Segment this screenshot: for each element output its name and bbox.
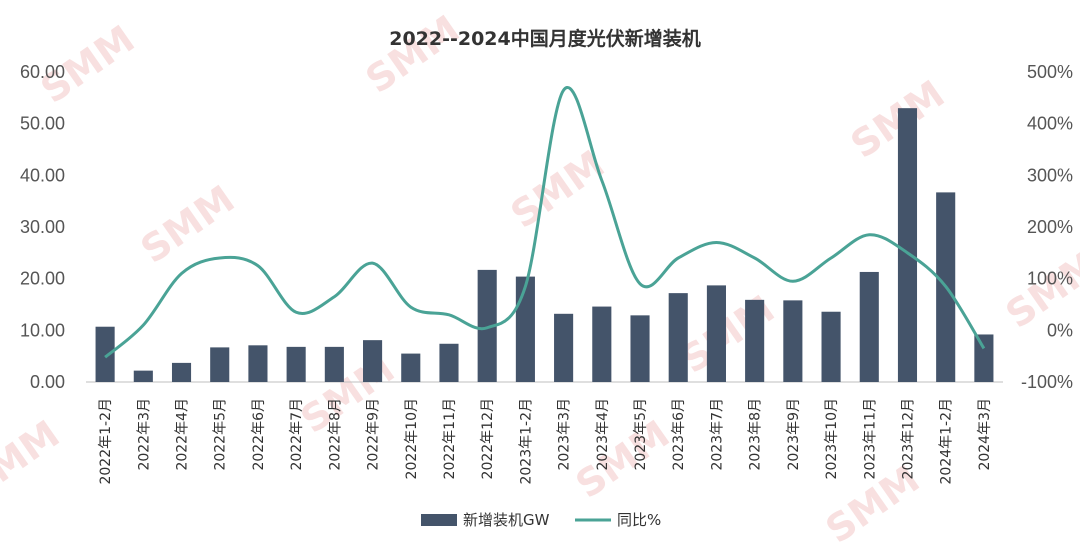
bar [630,315,650,382]
bar [401,353,421,382]
bar [554,313,574,382]
x-tick-label: 2022年5月 [213,398,229,471]
bar [324,346,344,382]
bar [363,340,383,382]
x-axis: 2022年1-2月 2022年3月 2022年4月 2022年5月 2022年6月 202… [98,398,993,485]
bar [210,347,230,382]
x-tick-label: 2022年11月 [442,398,458,479]
bar [974,334,994,382]
bar [477,269,497,382]
left-tick-label: 10.00 [20,320,65,340]
left-tick-label: 30.00 [20,217,65,237]
x-tick-label: 2023年1-2月 [518,398,534,485]
right-tick-label: 200% [1027,217,1073,237]
chart-title: 2022--2024中国月度光伏新增装机 [389,27,701,50]
right-tick-label: -100% [1021,372,1073,392]
bar [171,362,192,382]
watermark-text: SMM [843,72,953,167]
right-tick-label: 500% [1027,62,1073,82]
x-tick-label: 2023年9月 [786,398,802,471]
watermark-text: SMM [568,412,678,507]
watermark-text: SMM [503,142,613,237]
right-tick-label: 300% [1027,165,1073,185]
x-tick-label: 2023年10月 [824,398,840,479]
bar [745,299,765,382]
x-tick-label: 2022年3月 [136,398,152,471]
legend-line-label: 同比% [617,511,661,529]
watermark-text: SMM [293,347,403,442]
right-tick-label: 100% [1027,269,1073,289]
bar [592,306,612,382]
x-tick-label: 2022年4月 [175,398,191,471]
bar [821,311,841,382]
x-tick-label: 2023年5月 [633,398,649,471]
bar [286,346,306,382]
x-tick-label: 2022年12月 [480,398,496,479]
watermark-text: SMM [0,412,67,507]
right-tick-label: 400% [1027,114,1073,134]
x-tick-label: 2023年8月 [748,398,764,471]
bar [95,326,115,382]
x-tick-label: 2022年10月 [404,398,420,479]
x-tick-label: 2022年9月 [366,398,382,471]
x-tick-label: 2022年7月 [289,398,305,471]
right-axis: -100% 0% 100% 200% 300% 400% 500% [1021,62,1073,392]
right-tick-label: 0% [1047,320,1073,340]
bar [783,300,803,382]
x-tick-label: 2023年4月 [595,398,611,471]
left-tick-label: 20.00 [20,269,65,289]
legend: 新增装机GW 同比% [421,511,661,529]
left-tick-label: 0.00 [30,372,65,392]
bar [859,271,879,382]
x-tick-label: 2022年6月 [251,398,267,471]
x-tick-label: 2023年7月 [709,398,725,471]
x-tick-label: 2023年3月 [557,398,573,471]
watermark-text: SMM [358,7,468,102]
watermark-text: SMM [673,287,783,382]
left-tick-label: 40.00 [20,165,65,185]
x-tick-label: 2023年6月 [671,398,687,471]
left-tick-label: 60.00 [20,62,65,82]
yoy-line [104,86,986,359]
bar [668,293,688,382]
x-tick-label: 2022年1-2月 [98,398,114,485]
bar [439,343,459,382]
left-tick-label: 50.00 [20,114,65,134]
bar [248,345,268,382]
left-axis: 0.00 10.00 20.00 30.00 40.00 50.00 60.00 [20,62,65,392]
x-tick-label: 2024年3月 [977,398,993,471]
x-tick-label: 2023年11月 [862,398,878,479]
x-tick-label: 2023年12月 [900,398,916,479]
legend-bar-label: 新增装机GW [463,511,550,529]
legend-bar-swatch [421,514,457,526]
bar [897,108,918,383]
bar [706,285,726,382]
bar [133,370,153,382]
x-tick-label: 2022年8月 [327,398,343,471]
bar [515,276,535,382]
x-tick-label: 2024年1-2月 [939,398,955,485]
